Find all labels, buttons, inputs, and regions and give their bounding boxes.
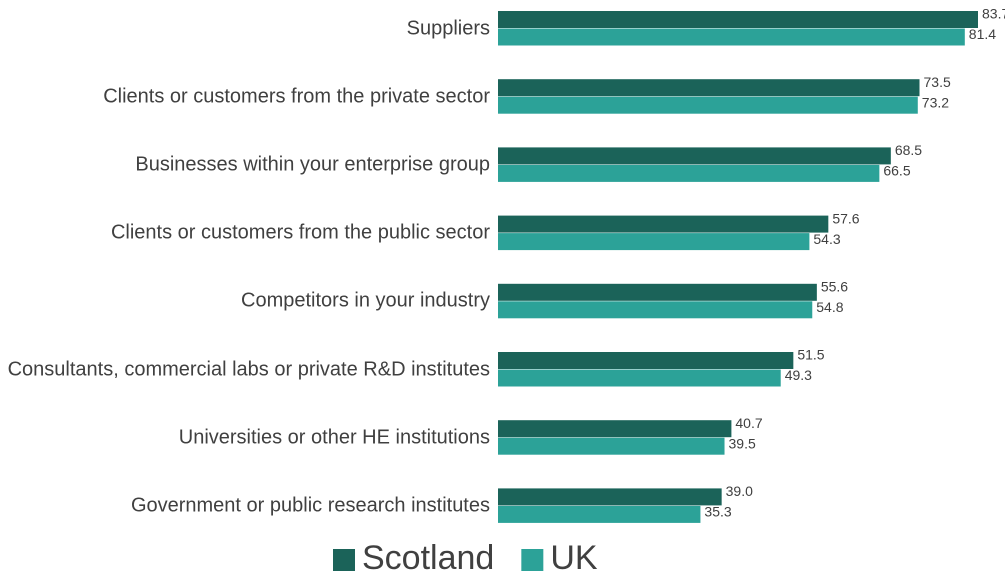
value-label: 35.3 [704, 504, 731, 520]
bar [498, 301, 813, 319]
bar [498, 369, 781, 387]
value-label: 39.5 [729, 435, 756, 451]
value-label: 68.5 [895, 142, 922, 158]
bar [498, 505, 701, 523]
value-label: 54.8 [816, 299, 843, 315]
value-label: 73.5 [924, 74, 951, 90]
category-label: Government or public research institutes [130, 494, 490, 517]
value-label: 39.0 [726, 483, 753, 499]
bar [498, 437, 725, 455]
value-label: 55.6 [821, 279, 848, 295]
legend-swatch [333, 549, 355, 571]
bar [498, 11, 978, 28]
bar [498, 96, 918, 114]
bar [498, 147, 891, 165]
category-label: Clients or customers from the public sec… [110, 221, 490, 244]
category-label: Suppliers [406, 17, 490, 39]
category-label: Competitors in your industry [241, 289, 490, 312]
bar [498, 420, 732, 438]
value-label: 51.5 [797, 347, 824, 363]
value-label: 40.7 [735, 415, 762, 431]
bar [498, 233, 810, 251]
value-label: 81.4 [969, 26, 996, 42]
value-label: 57.6 [832, 210, 859, 226]
category-label: Clients or customers from the private se… [103, 85, 490, 108]
bar [498, 28, 965, 46]
category-label: Universities or other HE institutions [178, 426, 490, 449]
bar [498, 352, 794, 369]
legend-swatch [521, 549, 544, 571]
value-label: 54.3 [813, 231, 840, 247]
bar [498, 215, 829, 233]
bar [498, 283, 817, 301]
category-label: Businesses within your enterprise group [135, 153, 490, 176]
value-label: 66.5 [883, 163, 910, 179]
bar [498, 164, 880, 182]
bar [498, 488, 722, 506]
category-label: Consultants, commercial labs or private … [7, 358, 490, 380]
legend-label: Scotland [362, 539, 494, 573]
value-label: 83.7 [982, 6, 1005, 22]
value-label: 49.3 [785, 367, 812, 383]
value-label: 73.2 [922, 94, 949, 110]
bar [498, 79, 920, 97]
legend-label: UK [550, 539, 598, 573]
